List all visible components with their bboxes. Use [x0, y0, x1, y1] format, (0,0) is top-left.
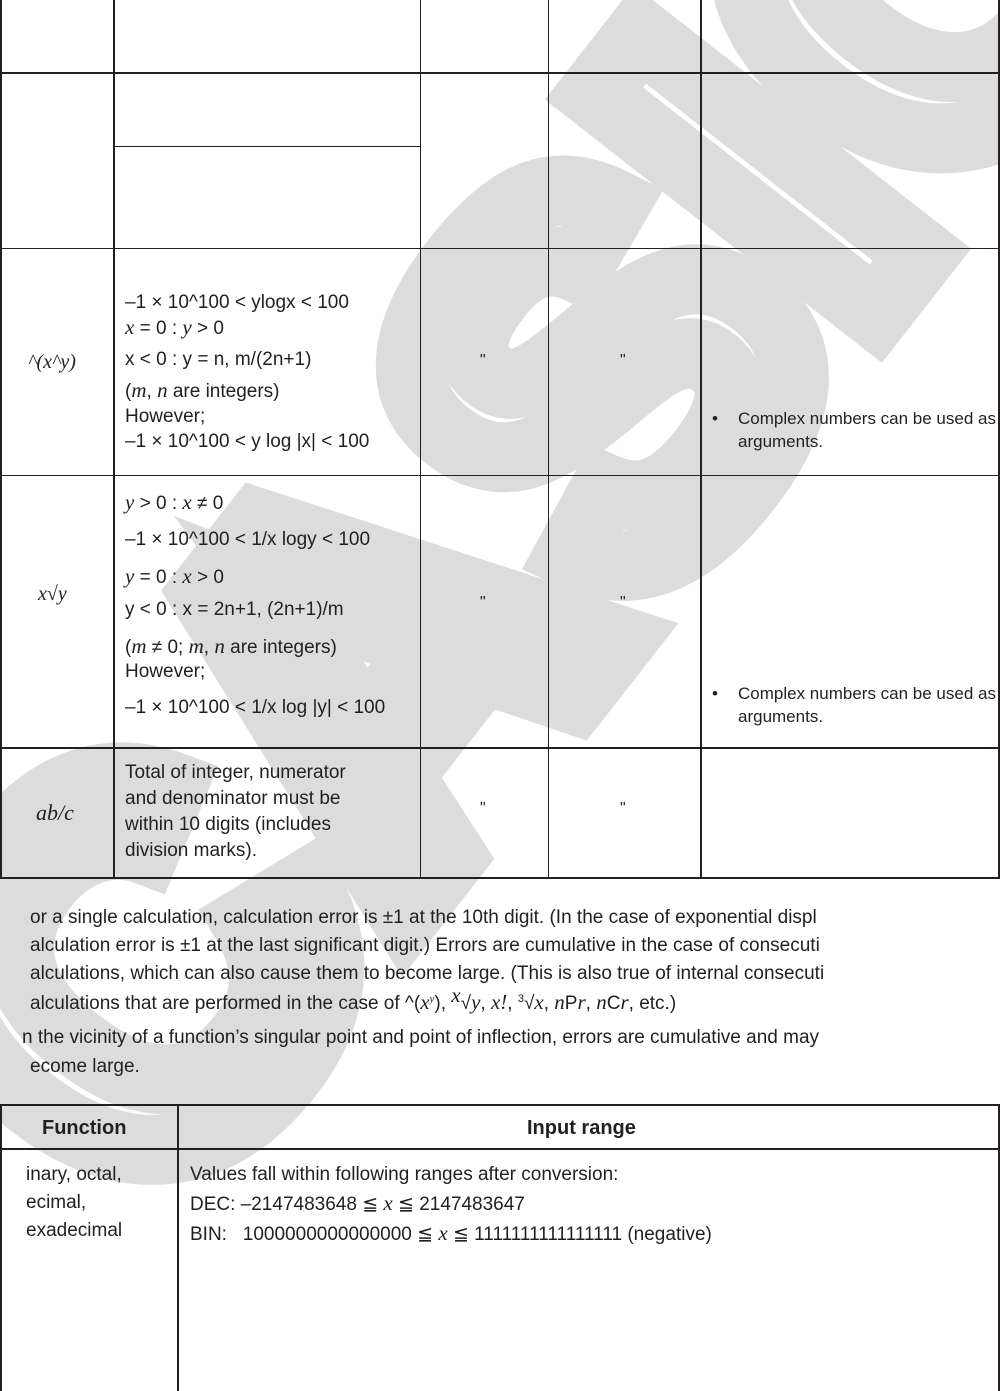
range-base-n: Values fall within following ranges afte…	[190, 1164, 712, 1245]
ditto-mark: "	[480, 594, 486, 611]
ditto-mark: "	[480, 352, 486, 369]
note-complex: Complex numbers can be used as arguments…	[712, 682, 998, 728]
function-fraction: ab/c	[36, 800, 74, 825]
function-root: x√y	[38, 583, 67, 605]
function-range-table: ^(x^y) –1 × 10^100 < ylogx < 100 x = 0 :…	[0, 0, 1000, 880]
range-power: –1 × 10^100 < ylogx < 100 x = 0 : y > 0 …	[125, 292, 370, 452]
range-fraction: Total of integer, numerator and denomina…	[125, 762, 346, 861]
header-input-range: Input range	[527, 1117, 636, 1139]
function-base-n: inary, octal, ecimal, exadecimal	[26, 1164, 123, 1241]
header-function: Function	[42, 1117, 127, 1139]
ditto-mark: "	[620, 352, 626, 369]
function-power: ^(x^y)	[28, 351, 76, 373]
base-n-range-table: Function Input range inary, octal, ecima…	[0, 1104, 1000, 1391]
note-complex: Complex numbers can be used as arguments…	[712, 407, 998, 453]
ditto-mark: "	[620, 800, 626, 817]
ditto-mark: "	[480, 800, 486, 817]
singular-point-note: n the vicinity of a function’s singular …	[22, 1027, 820, 1077]
accuracy-note: or a single calculation, calculation err…	[30, 907, 825, 1014]
ditto-mark: "	[620, 594, 626, 611]
range-root: y > 0 : x ≠ 0 –1 × 10^100 < 1/x logy < 1…	[125, 490, 386, 718]
